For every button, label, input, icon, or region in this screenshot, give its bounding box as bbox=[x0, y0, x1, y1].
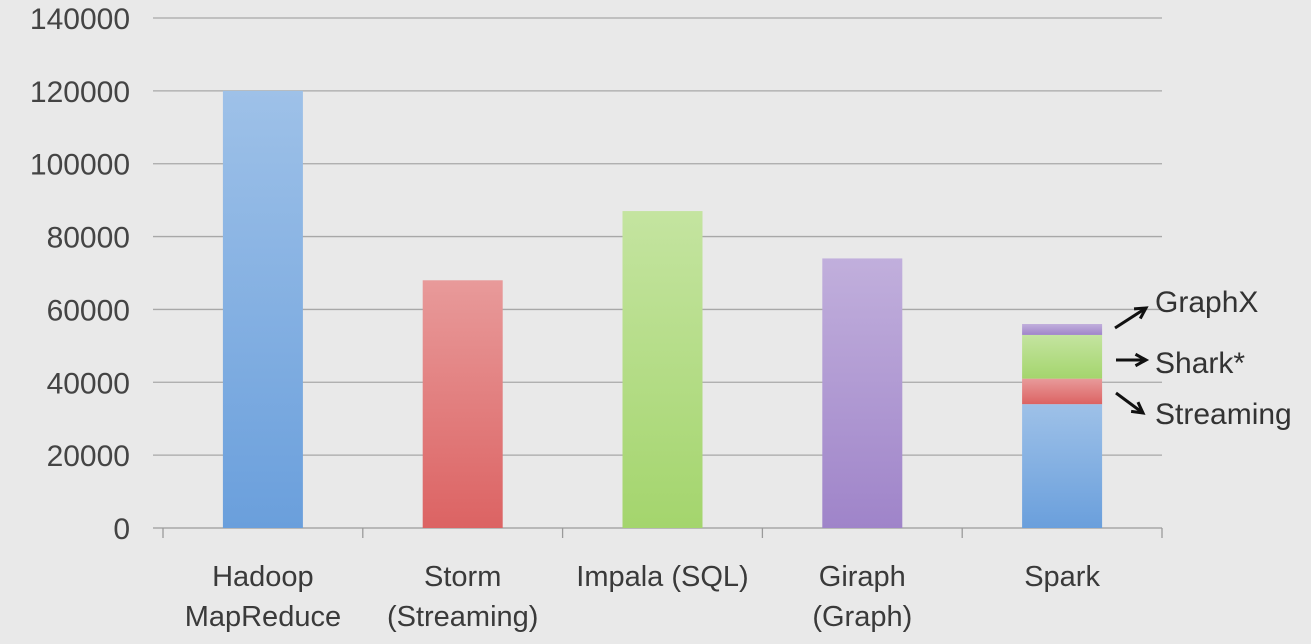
spark-annotations: GraphX Shark* Streaming bbox=[1114, 286, 1292, 431]
x-category-label: Giraph bbox=[819, 561, 906, 593]
y-tick-label: 100000 bbox=[30, 149, 130, 182]
x-category-label: Storm bbox=[424, 561, 501, 593]
y-tick-label: 140000 bbox=[30, 3, 130, 36]
y-tick-label: 40000 bbox=[47, 367, 130, 400]
x-category-label: Hadoop bbox=[212, 561, 314, 593]
bar bbox=[822, 258, 903, 528]
arrow-head-icon bbox=[1130, 401, 1146, 415]
stacked-bar-segment bbox=[1022, 334, 1103, 379]
arrow-icon bbox=[1115, 391, 1144, 415]
bar bbox=[222, 90, 303, 528]
bar bbox=[422, 280, 503, 528]
x-category-label: Impala (SQL) bbox=[576, 561, 748, 593]
y-tick-label: 20000 bbox=[47, 440, 130, 473]
y-tick-label: 60000 bbox=[47, 294, 130, 327]
stacked-bar-segment bbox=[1022, 324, 1103, 335]
stacked-bar-segment bbox=[1022, 378, 1103, 405]
stacked-bar-segment bbox=[1022, 404, 1103, 528]
bar bbox=[622, 211, 703, 529]
y-axis-tick-labels: 0 20000 40000 60000 80000 100000 120000 140000 bbox=[30, 3, 130, 546]
arrow-icon bbox=[1114, 306, 1147, 330]
x-axis-category-labels: Hadoop MapReduce Storm (Streaming) Impala (S… bbox=[185, 561, 1101, 633]
x-axis bbox=[162, 528, 1163, 538]
y-tick-label: 80000 bbox=[47, 222, 130, 255]
annotation-label: Streaming bbox=[1155, 398, 1292, 431]
bars bbox=[222, 90, 1103, 529]
x-category-label: (Graph) bbox=[812, 601, 912, 633]
y-tick-label: 120000 bbox=[30, 76, 130, 109]
y-tick-label: 0 bbox=[113, 513, 130, 546]
x-category-label: MapReduce bbox=[185, 601, 341, 633]
arrow-head-icon bbox=[1133, 306, 1149, 320]
x-category-label: (Streaming) bbox=[387, 601, 539, 633]
arrow-head-icon bbox=[1134, 352, 1150, 368]
x-category-label: Spark bbox=[1024, 561, 1100, 593]
annotation-label: Shark* bbox=[1155, 347, 1245, 380]
annotation-label: GraphX bbox=[1155, 286, 1258, 319]
